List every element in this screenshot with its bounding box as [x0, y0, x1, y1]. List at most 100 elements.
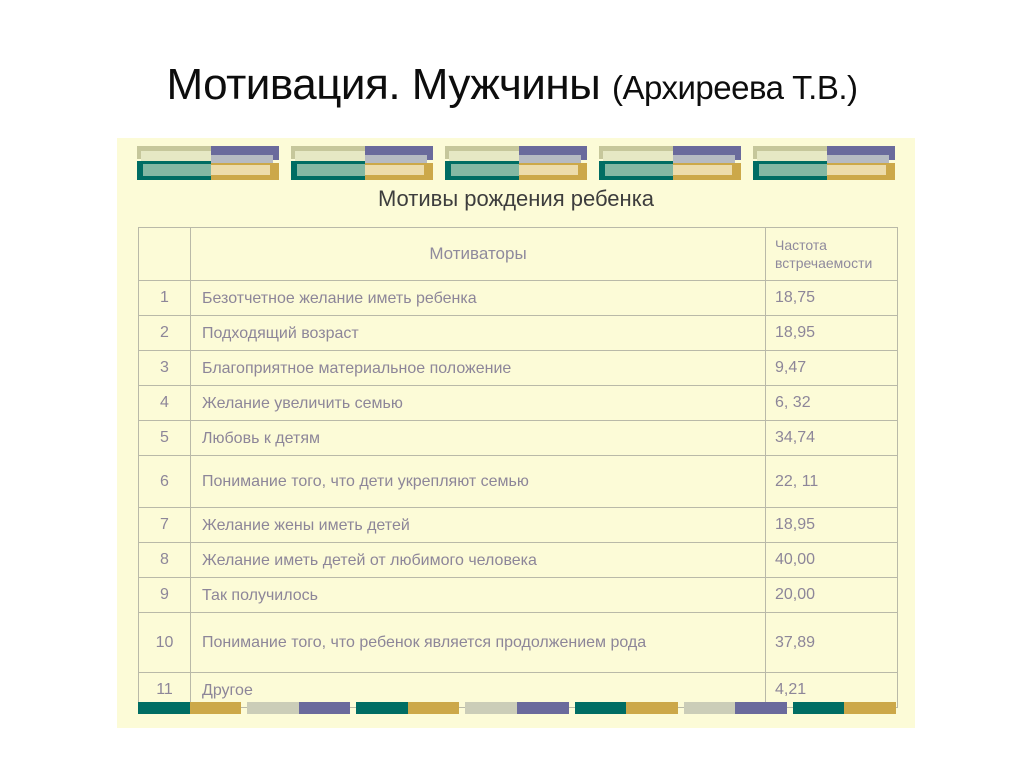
decorative-swatch — [141, 151, 211, 163]
row-motivator-label: Благоприятное материальное положение — [190, 350, 766, 386]
row-number: 5 — [138, 420, 191, 456]
row-frequency-value: 22, 11 — [765, 455, 898, 508]
decorative-swatch — [518, 155, 582, 164]
decorative-footer-swatch — [792, 702, 845, 714]
decorative-swatch — [364, 155, 428, 164]
decorative-swatch — [295, 151, 365, 163]
decorative-footer-segment — [465, 702, 569, 714]
decorative-swatch — [210, 165, 271, 175]
row-number: 4 — [138, 385, 191, 421]
table-row: 7 Желание жены иметь детей 18,95 — [138, 507, 898, 543]
decorative-footer-swatch — [189, 702, 242, 714]
decorative-footer-swatch — [247, 702, 299, 714]
decorative-footer-swatch — [138, 702, 190, 714]
row-number: 3 — [138, 350, 191, 386]
header-frequency-line1: Частота — [775, 237, 827, 253]
decorative-footer-segment — [792, 702, 896, 714]
row-number: 9 — [138, 577, 191, 613]
row-number: 8 — [138, 542, 191, 578]
table-row: 3 Благоприятное материальное положение 9,4… — [138, 350, 898, 386]
decorative-footer-swatch — [683, 702, 736, 714]
decorative-swatch — [451, 164, 519, 176]
decorative-footer-swatch — [844, 702, 896, 714]
table-row: 2 Подходящий возраст 18,95 — [138, 315, 898, 351]
row-motivator-label: Желание увеличить семью — [190, 385, 766, 421]
decorative-swatch — [210, 155, 274, 164]
page-title: Мотивация. Мужчины (Архиреева Т.В.) — [0, 58, 1024, 115]
row-motivator-label: Желание иметь детей от любимого человека — [190, 542, 766, 578]
row-frequency-value: 9,47 — [765, 350, 898, 386]
decorative-footer-segment — [683, 702, 787, 714]
row-motivator-label: Безотчетное желание иметь ребенка — [190, 280, 766, 316]
row-motivator-label: Желание жены иметь детей — [190, 507, 766, 543]
decorative-swatch — [297, 164, 365, 176]
decorative-footer-swatch — [407, 702, 460, 714]
decorative-block — [137, 146, 279, 180]
decorative-footer-swatch — [298, 702, 351, 714]
decorative-footer-segment — [247, 702, 351, 714]
row-frequency-value: 18,95 — [765, 507, 898, 543]
decorative-footer-swatch — [356, 702, 408, 714]
header-cell-number — [138, 227, 191, 281]
table-body: 1 Безотчетное желание иметь ребенка 18,75 2… — [138, 280, 898, 708]
decorative-footer-strip — [138, 702, 896, 714]
decorative-header-band — [137, 146, 895, 180]
table-card: Мотивы рождения ребенка Мотиваторы Часто… — [117, 138, 915, 728]
row-number: 10 — [138, 612, 191, 673]
motivators-table: Мотиваторы Частота встречаемости 1 Безотч… — [138, 227, 898, 708]
table-row: 5 Любовь к детям 34,74 — [138, 420, 898, 456]
row-frequency-value: 34,74 — [765, 420, 898, 456]
row-number: 7 — [138, 507, 191, 543]
row-frequency-value: 6, 32 — [765, 385, 898, 421]
decorative-footer-segment — [356, 702, 460, 714]
row-motivator-label: Подходящий возраст — [190, 315, 766, 351]
row-number: 1 — [138, 280, 191, 316]
row-number: 2 — [138, 315, 191, 351]
decorative-swatch — [605, 164, 673, 176]
decorative-footer-swatch — [735, 702, 787, 714]
row-frequency-value: 20,00 — [765, 577, 898, 613]
decorative-swatch — [672, 155, 736, 164]
decorative-block — [753, 146, 895, 180]
table-caption: Мотивы рождения ребенка — [377, 186, 655, 211]
table-row: 6 Понимание того, что дети укрепляют семь… — [138, 455, 898, 508]
decorative-footer-swatch — [517, 702, 569, 714]
header-cell-motivators: Мотиваторы — [190, 227, 766, 281]
row-motivator-label: Так получилось — [190, 577, 766, 613]
row-motivator-label: Любовь к детям — [190, 420, 766, 456]
table-row: 10 Понимание того, что ребенок является п… — [138, 612, 898, 673]
row-frequency-value: 18,75 — [765, 280, 898, 316]
decorative-block — [291, 146, 433, 180]
decorative-footer-segment — [574, 702, 678, 714]
decorative-swatch — [826, 155, 890, 164]
page-title-author: (Архиреева Т.В.) — [612, 69, 858, 106]
decorative-swatch — [143, 164, 211, 176]
decorative-swatch — [518, 165, 579, 175]
decorative-swatch — [603, 151, 673, 163]
table-row: 1 Безотчетное желание иметь ребенка 18,75 — [138, 280, 898, 316]
row-motivator-label: Понимание того, что ребенок является про… — [190, 612, 766, 673]
table-row: 9 Так получилось 20,00 — [138, 577, 898, 613]
table-header-row: Мотиваторы Частота встречаемости — [138, 227, 898, 281]
decorative-footer-swatch — [465, 702, 517, 714]
header-frequency-line2: встречаемости — [775, 255, 873, 271]
decorative-footer-swatch — [574, 702, 627, 714]
decorative-swatch — [672, 165, 733, 175]
decorative-block — [599, 146, 741, 180]
decorative-block — [445, 146, 587, 180]
row-frequency-value: 40,00 — [765, 542, 898, 578]
decorative-swatch — [759, 164, 827, 176]
decorative-swatch — [364, 165, 425, 175]
row-frequency-value: 18,95 — [765, 315, 898, 351]
header-cell-frequency: Частота встречаемости — [765, 227, 898, 281]
motivators-table-wrap: Мотиваторы Частота встречаемости 1 Безотч… — [138, 227, 898, 708]
row-motivator-label: Понимание того, что дети укрепляют семью — [190, 455, 766, 508]
page-title-main: Мотивация. Мужчины — [166, 60, 613, 109]
decorative-swatch — [449, 151, 519, 163]
table-row: 4 Желание увеличить семью 6, 32 — [138, 385, 898, 421]
decorative-swatch — [757, 151, 827, 163]
decorative-swatch — [826, 165, 887, 175]
table-row: 8 Желание иметь детей от любимого человек… — [138, 542, 898, 578]
row-number: 6 — [138, 455, 191, 508]
table-header: Мотиваторы Частота встречаемости — [138, 227, 898, 281]
